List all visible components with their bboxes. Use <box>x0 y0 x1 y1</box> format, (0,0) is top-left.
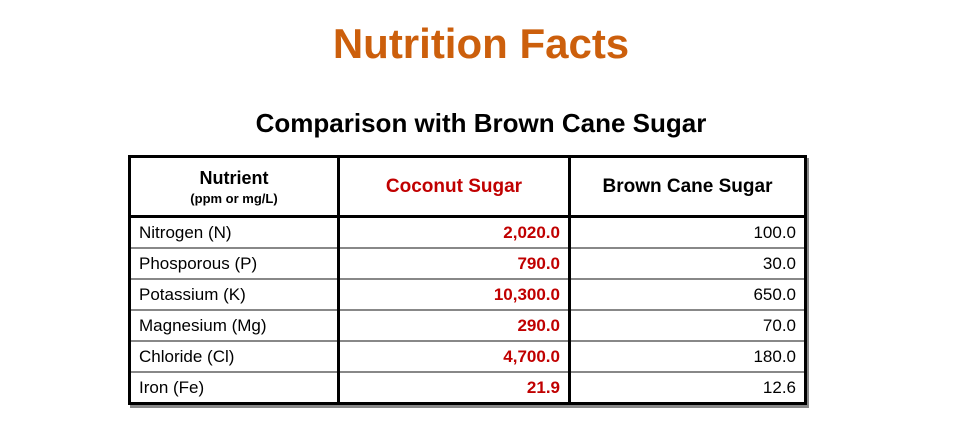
cell-brown: 30.0 <box>568 247 807 279</box>
cell-nutrient: Chloride (Cl) <box>128 340 340 372</box>
header-brown-cane-sugar: Brown Cane Sugar <box>568 155 807 218</box>
cell-coconut: 2,020.0 <box>337 215 571 248</box>
cell-coconut: 290.0 <box>337 309 571 341</box>
cell-brown: 180.0 <box>568 340 807 372</box>
table-header-row: Nutrient (ppm or mg/L) Coconut Sugar Bro… <box>128 155 807 218</box>
header-nutrient: Nutrient (ppm or mg/L) <box>128 155 340 218</box>
table-row: Nitrogen (N) 2,020.0 100.0 <box>128 215 807 248</box>
cell-brown: 70.0 <box>568 309 807 341</box>
cell-nutrient: Magnesium (Mg) <box>128 309 340 341</box>
cell-nutrient: Phosporous (P) <box>128 247 340 279</box>
table-row: Potassium (K) 10,300.0 650.0 <box>128 278 807 310</box>
cell-nutrient: Iron (Fe) <box>128 371 340 404</box>
cell-coconut: 4,700.0 <box>337 340 571 372</box>
cell-brown: 100.0 <box>568 215 807 248</box>
table-row: Iron (Fe) 21.9 12.6 <box>128 371 807 404</box>
table-row: Chloride (Cl) 4,700.0 180.0 <box>128 340 807 372</box>
table-row: Phosporous (P) 790.0 30.0 <box>128 247 807 279</box>
cell-brown: 12.6 <box>568 371 807 404</box>
cell-coconut: 21.9 <box>337 371 571 404</box>
cell-nutrient: Nitrogen (N) <box>128 215 340 248</box>
comparison-table: Nutrient (ppm or mg/L) Coconut Sugar Bro… <box>128 155 807 405</box>
page-title: Nutrition Facts <box>332 20 630 67</box>
cell-brown: 650.0 <box>568 278 807 310</box>
header-unit-label: (ppm or mg/L) <box>190 190 278 206</box>
table-subtitle: Comparison with Brown Cane Sugar <box>255 108 707 138</box>
cell-nutrient: Potassium (K) <box>128 278 340 310</box>
header-nutrient-label: Nutrient <box>199 167 269 188</box>
table-row: Magnesium (Mg) 290.0 70.0 <box>128 309 807 341</box>
cell-coconut: 790.0 <box>337 247 571 279</box>
cell-coconut: 10,300.0 <box>337 278 571 310</box>
header-coconut-sugar: Coconut Sugar <box>337 155 571 218</box>
